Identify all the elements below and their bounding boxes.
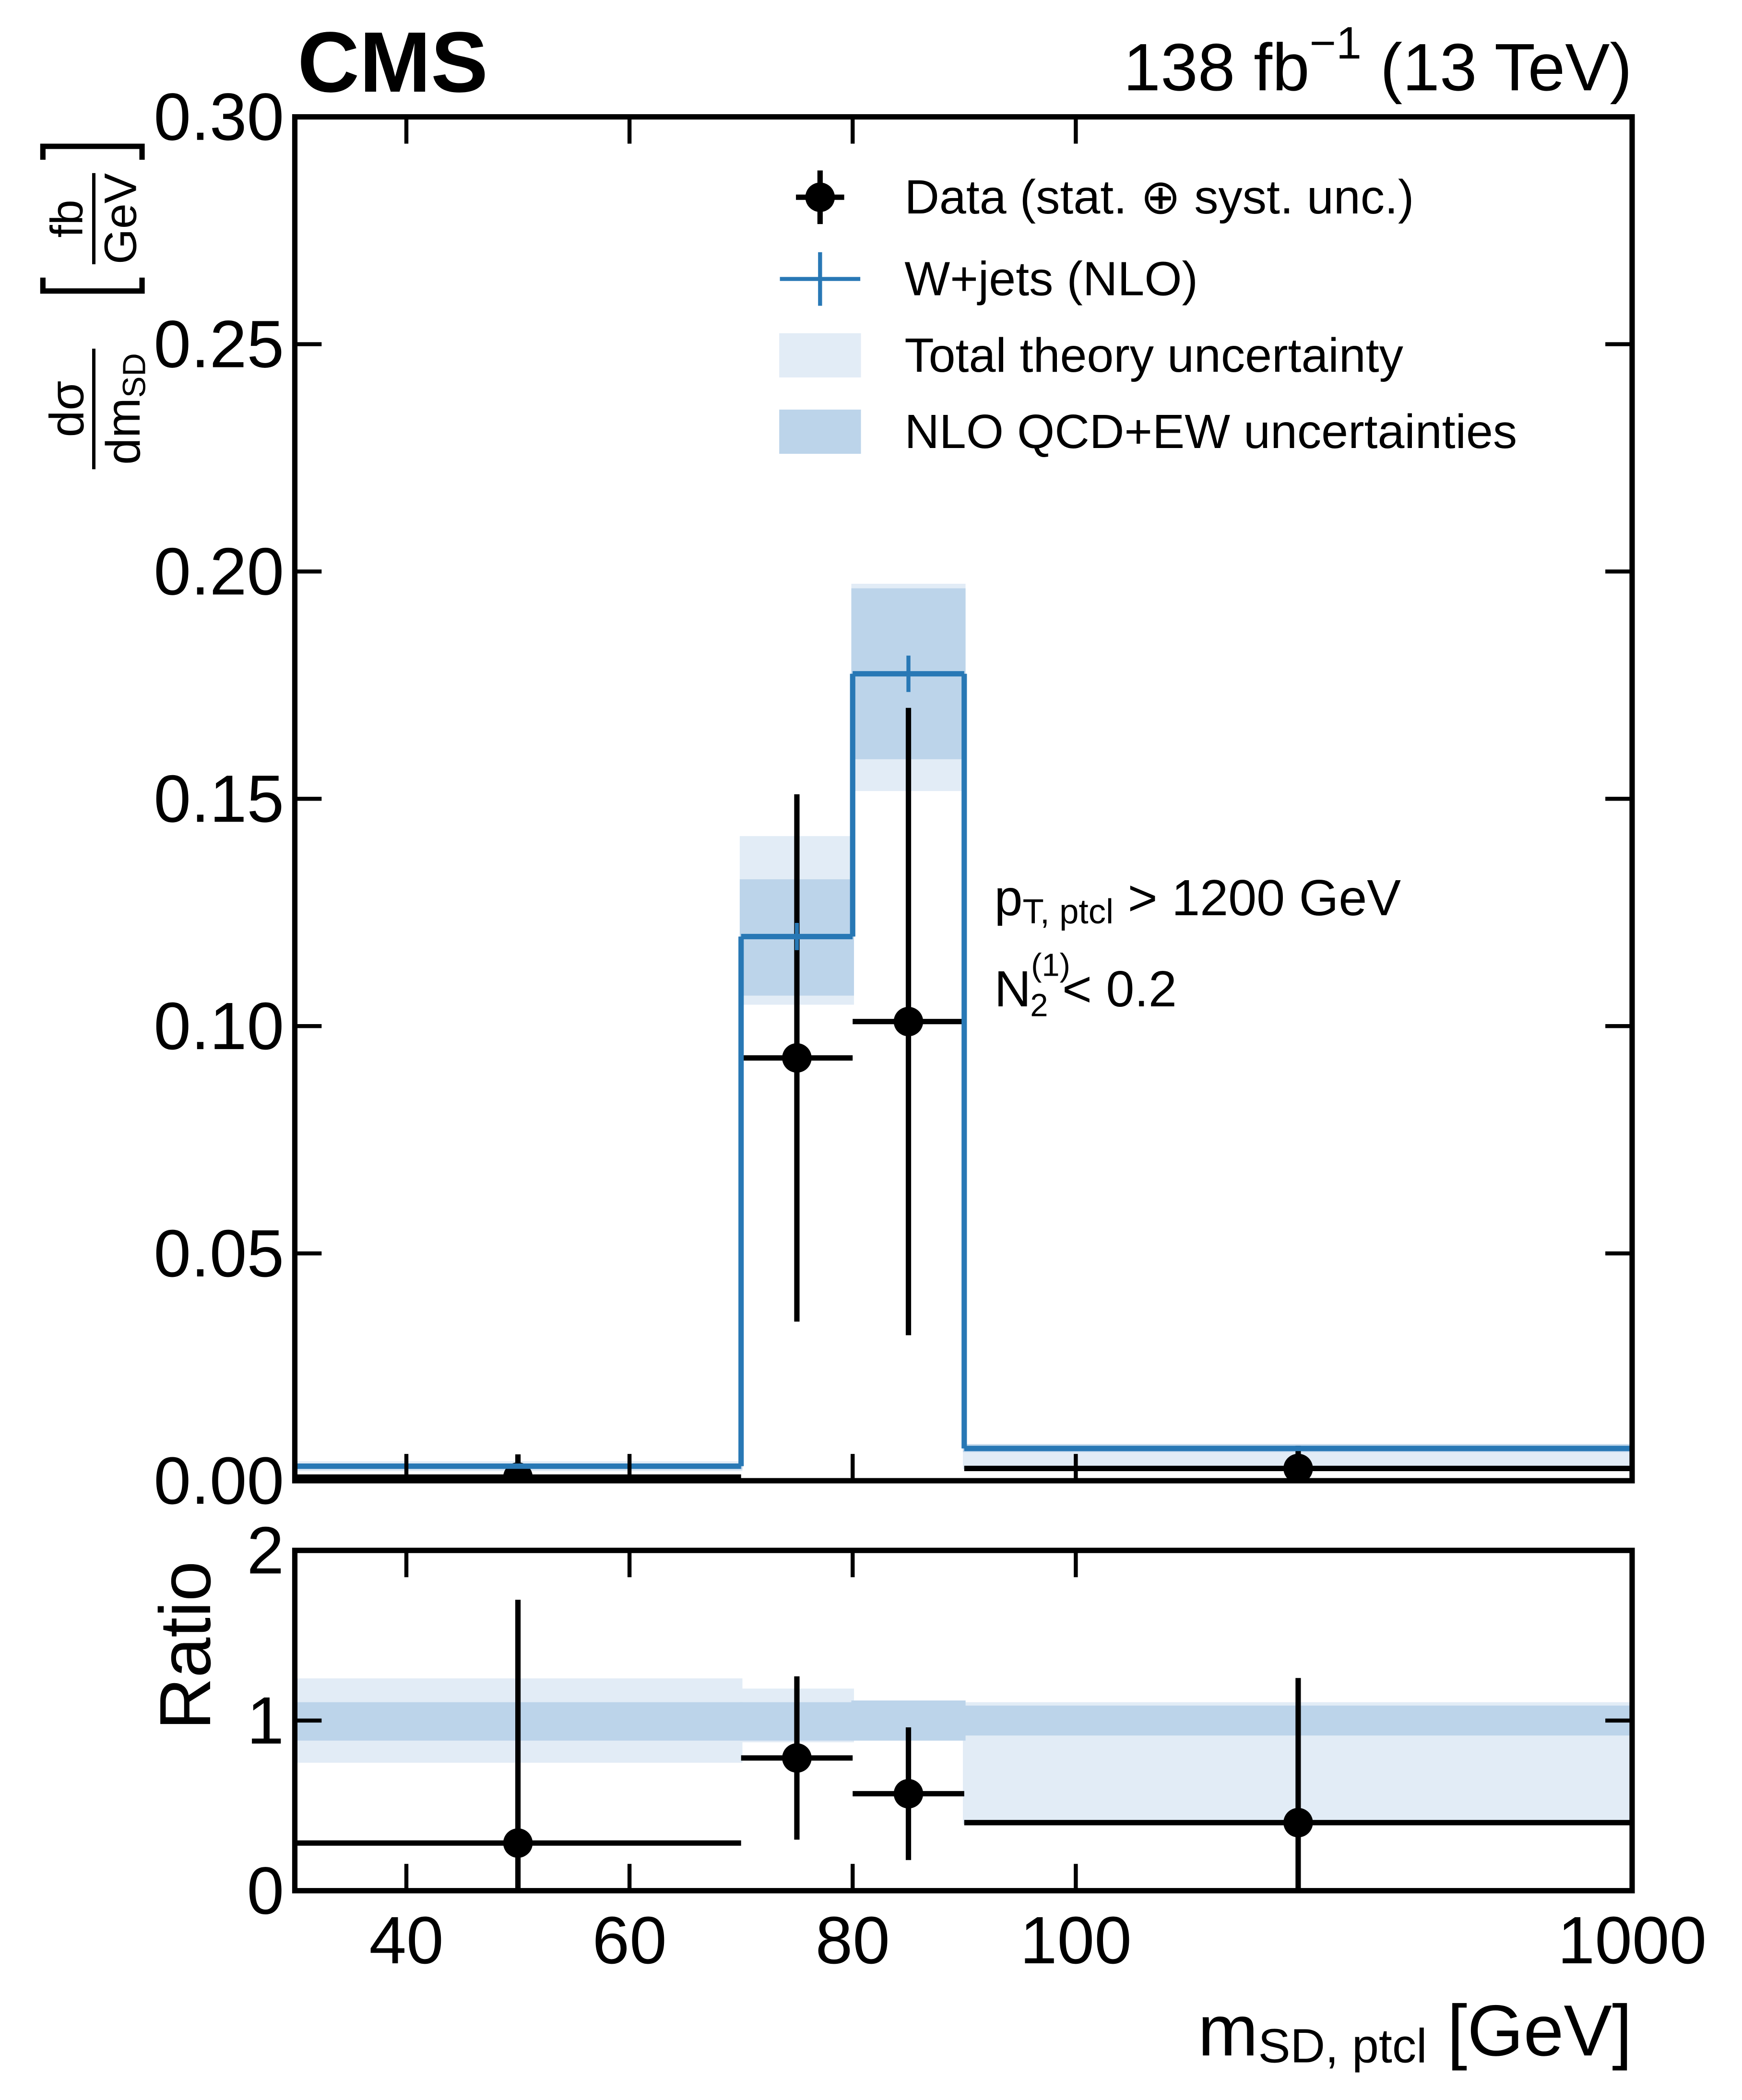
lumi-text: 138 fb [1123,30,1309,105]
y-tick-label: 0.00 [154,1443,284,1518]
annotation-sup: (1) [1031,947,1070,983]
lumi-label: 138 fb−1 (13 TeV) [1123,18,1632,105]
y-tick-label: 0.05 [154,1216,284,1291]
legend-label: Data (stat. ⊕ syst. unc.) [904,170,1414,224]
ratio-plot-area [295,1600,1632,1891]
ylabel-den-sub: SD [116,353,152,398]
legend-marker [805,182,835,212]
main-plot-area [295,584,1632,1481]
ratio-y-label: Ratio [144,1561,225,1730]
y-axis-label: dσ dmSD fb GeV [40,143,152,470]
data-point [782,1043,812,1073]
lumi-sup: −1 [1310,18,1362,69]
annotation-base: N [994,961,1031,1017]
lumi-tail: (13 TeV) [1362,30,1632,105]
annotation: N(1) 2 < 0.2 [994,947,1177,1023]
annotation-sub: 2 [1030,987,1048,1023]
y-tick-label: 1 [247,1683,284,1758]
x-tick-label: 80 [816,1903,890,1978]
data-point [1283,1453,1313,1481]
data-point [893,1779,924,1809]
annotation-rest: < 0.2 [1048,961,1176,1017]
y-tick-label: 0.30 [154,80,284,154]
annotation-rest: > 1200 GeV [1114,870,1401,926]
x-tick-label: 1000 [1558,1903,1707,1978]
ylabel-bracket-close [40,143,145,160]
experiment-label: CMS [297,14,488,110]
y-tick-label: 0.15 [154,761,284,836]
xlabel-base: m [1198,1990,1258,2071]
ylabel-den-base: dm [96,398,150,465]
ylabel-unit-den: GeV [95,173,146,264]
x-tick-label: 100 [1020,1903,1132,1978]
xlabel-rest: [GeV] [1427,1990,1632,2071]
ylabel-unit-num: fb [42,200,93,237]
legend-marker [779,409,861,454]
legend-label: Total theory uncertainty [904,329,1403,382]
ylabel-bracket-open [40,277,145,294]
ylabel-num: dσ [40,381,94,437]
y-tick-label: 0 [247,1853,284,1928]
y-tick-label: 0.10 [154,989,284,1063]
x-tick-label: 40 [369,1903,443,1978]
ylabel-den: dmSD [96,353,152,465]
data-point [1283,1808,1313,1838]
axes: 0.00 0.05 0.10 0.15 0.20 0.25 0.30 0 1 2 40 60 80 100… [154,80,1706,1978]
data-point [503,1828,533,1858]
annotation: pT, ptcl > 1200 GeV [994,870,1401,931]
x-axis-label: mSD, ptcl [GeV] [1198,1990,1632,2073]
data-point [893,1006,924,1037]
xlabel-sub: SD, ptcl [1258,2019,1427,2073]
y-tick-label: 0.25 [154,307,284,382]
legend-label: NLO QCD+EW uncertainties [904,405,1517,459]
y-tick-label: 0.20 [154,534,284,609]
legend-marker [779,333,861,378]
legend-label: W+jets (NLO) [904,252,1198,306]
annotation-base: p [994,870,1022,926]
y-tick-label: 2 [247,1513,284,1588]
annotation-sub: T, ptcl [1022,892,1114,931]
x-tick-label: 60 [592,1903,666,1978]
data-point [782,1743,812,1773]
